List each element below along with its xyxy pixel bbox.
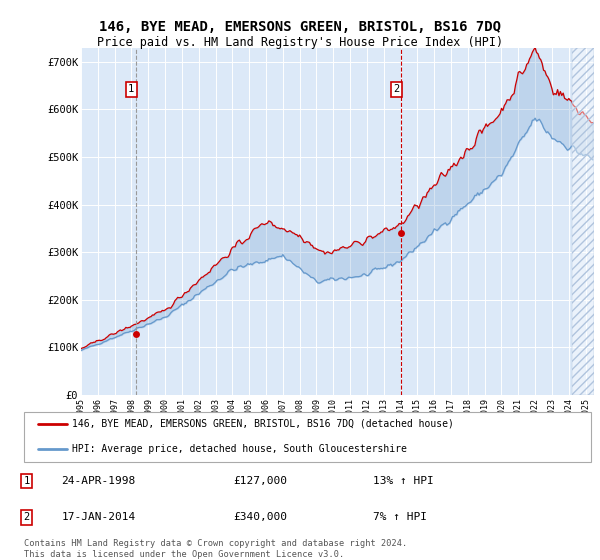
Text: 146, BYE MEAD, EMERSONS GREEN, BRISTOL, BS16 7DQ: 146, BYE MEAD, EMERSONS GREEN, BRISTOL, … xyxy=(99,20,501,34)
Text: 13% ↑ HPI: 13% ↑ HPI xyxy=(373,476,434,486)
Text: 146, BYE MEAD, EMERSONS GREEN, BRISTOL, BS16 7DQ (detached house): 146, BYE MEAD, EMERSONS GREEN, BRISTOL, … xyxy=(72,419,454,429)
FancyBboxPatch shape xyxy=(24,412,591,462)
Text: HPI: Average price, detached house, South Gloucestershire: HPI: Average price, detached house, Sout… xyxy=(72,444,407,454)
Text: 1: 1 xyxy=(128,84,134,94)
Text: 7% ↑ HPI: 7% ↑ HPI xyxy=(373,512,427,522)
Text: Price paid vs. HM Land Registry's House Price Index (HPI): Price paid vs. HM Land Registry's House … xyxy=(97,36,503,49)
Text: 17-JAN-2014: 17-JAN-2014 xyxy=(61,512,136,522)
Text: £340,000: £340,000 xyxy=(233,512,287,522)
Text: 2: 2 xyxy=(393,84,400,94)
Text: 1: 1 xyxy=(23,476,29,486)
Text: Contains HM Land Registry data © Crown copyright and database right 2024.
This d: Contains HM Land Registry data © Crown c… xyxy=(24,539,407,559)
Text: 24-APR-1998: 24-APR-1998 xyxy=(61,476,136,486)
Text: £127,000: £127,000 xyxy=(233,476,287,486)
Text: 2: 2 xyxy=(23,512,29,522)
